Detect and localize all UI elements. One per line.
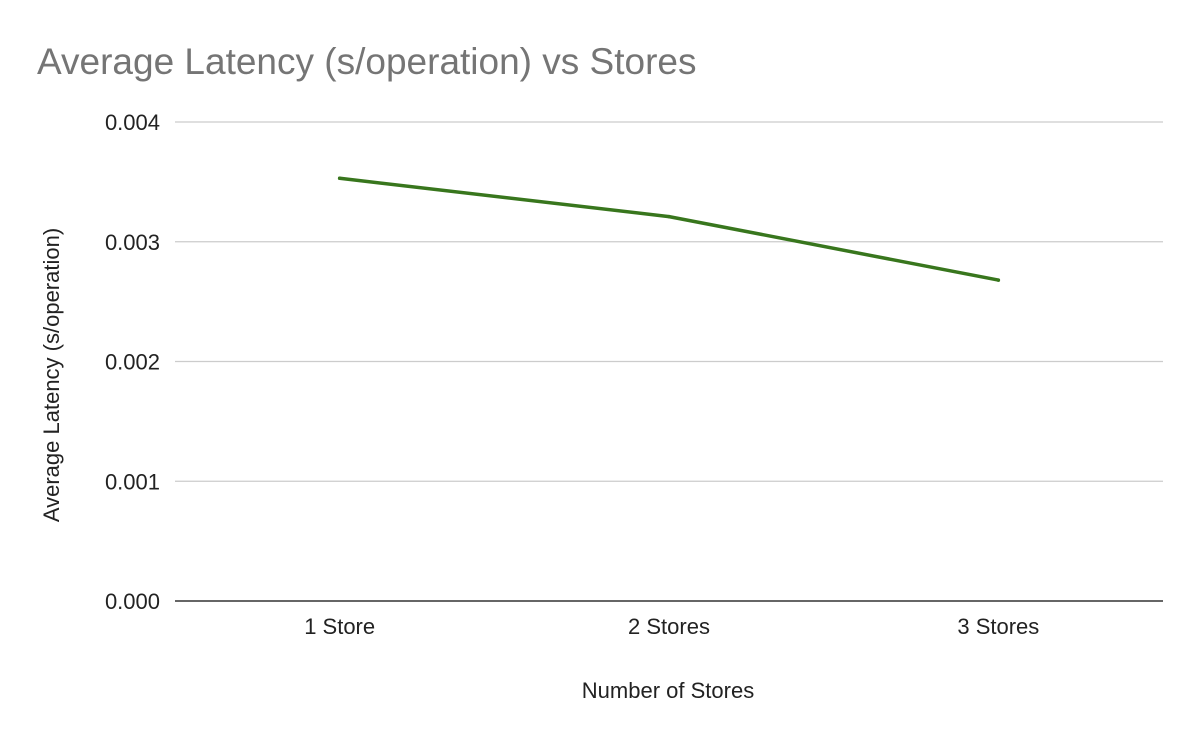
data-point (996, 278, 1001, 282)
data-point (667, 214, 671, 219)
chart-title: Average Latency (s/operation) vs Stores (37, 41, 697, 82)
y-tick-label: 0.002 (105, 350, 160, 375)
x-axis-ticks: 1 Store 2 Stores 3 Stores (304, 614, 1039, 639)
x-tick-label: 2 Stores (628, 614, 710, 639)
y-tick-label: 0.003 (105, 230, 160, 255)
x-tick-label: 3 Stores (957, 614, 1039, 639)
series-layer (337, 176, 1001, 282)
x-axis-label: Number of Stores (582, 678, 754, 703)
y-axis-label: Average Latency (s/operation) (39, 228, 64, 522)
y-tick-label: 0.000 (105, 589, 160, 614)
y-axis-ticks: 0.000 0.001 0.002 0.003 0.004 (105, 110, 160, 614)
y-tick-label: 0.004 (105, 110, 160, 135)
gridlines (175, 121, 1163, 602)
data-point (337, 176, 342, 181)
x-tick-label: 1 Store (304, 614, 375, 639)
y-tick-label: 0.001 (105, 469, 160, 494)
